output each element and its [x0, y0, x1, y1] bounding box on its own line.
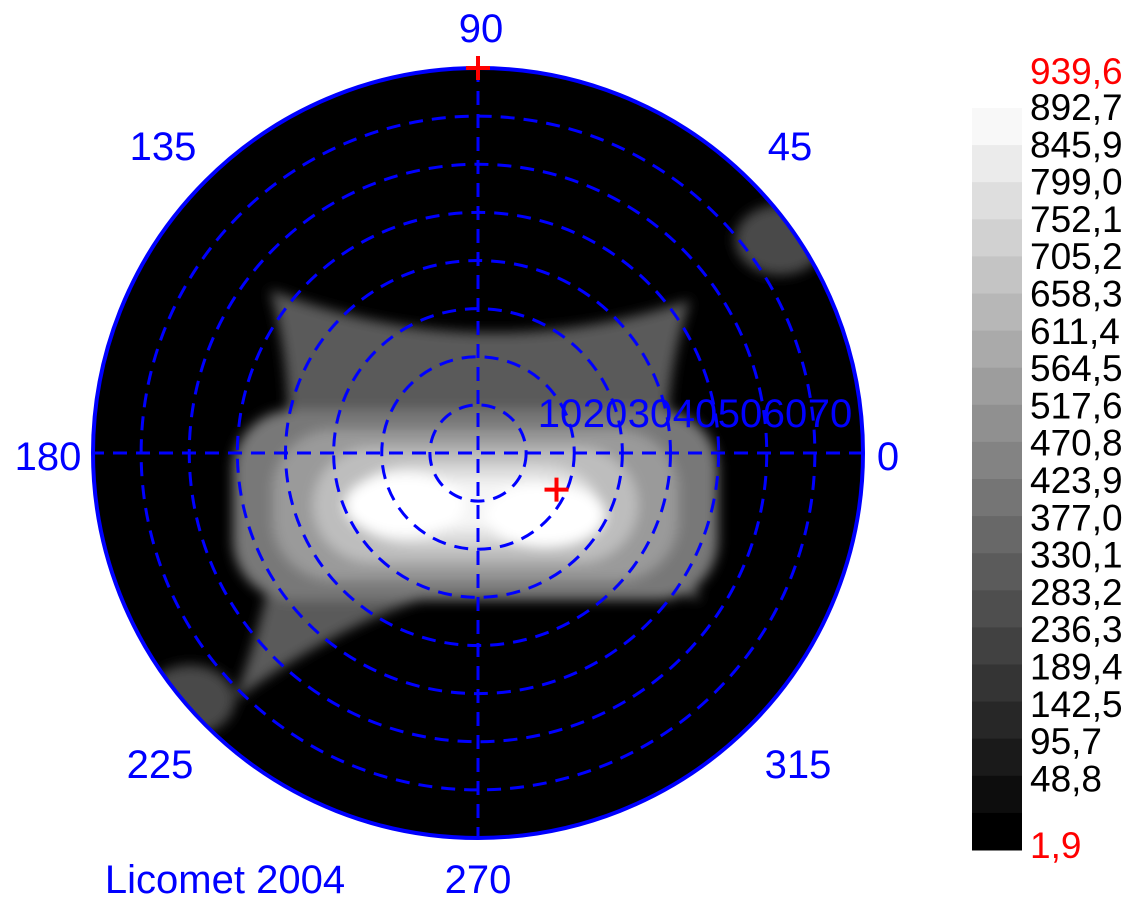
colorbar-swatch-17 — [972, 701, 1022, 740]
colorbar-label: 423,9 — [1030, 460, 1123, 501]
colorbar-swatch-20 — [972, 812, 1022, 851]
colorbar-swatch-16 — [972, 664, 1022, 703]
intensity-field — [145, 205, 825, 735]
colorbar-swatch-10 — [972, 441, 1022, 480]
colorbar — [972, 108, 1022, 851]
colorbar-swatch-12 — [972, 516, 1022, 554]
colorbar-swatch-3 — [972, 182, 1022, 220]
angle-label-315: 315 — [765, 743, 832, 787]
radial-label-40: 40 — [673, 392, 718, 436]
colorbar-label: 658,3 — [1030, 274, 1123, 315]
radial-label-50: 50 — [718, 392, 763, 436]
colorbar-swatch-6 — [972, 293, 1022, 332]
angle-label-270: 270 — [445, 858, 512, 902]
colorbar-swatch-4 — [972, 219, 1022, 257]
angle-label-0: 0 — [877, 435, 899, 479]
radial-label-30: 30 — [628, 392, 673, 436]
colorbar-label: 705,2 — [1030, 236, 1123, 277]
colorbar-label: 470,8 — [1030, 423, 1123, 464]
colorbar-swatch-11 — [972, 479, 1022, 517]
colorbar-label: 752,1 — [1030, 199, 1123, 240]
colorbar-swatch-7 — [972, 330, 1022, 369]
colorbar-max-label: 939,6 — [1030, 51, 1123, 92]
colorbar-min-label: 1,9 — [1030, 825, 1081, 866]
colorbar-swatch-13 — [972, 553, 1022, 591]
field-peak-1 — [345, 473, 465, 537]
field-corner-patch-2 — [145, 665, 235, 735]
colorbar-label: 142,5 — [1030, 684, 1123, 725]
colorbar-swatch-15 — [972, 627, 1022, 665]
colorbar-label: 95,7 — [1030, 721, 1102, 762]
angle-label-45: 45 — [768, 125, 813, 169]
colorbar-labels: 892,7845,9799,0752,1705,2658,3611,4564,5… — [1030, 87, 1123, 799]
colorbar-label: 48,8 — [1030, 758, 1102, 799]
angle-label-180: 180 — [15, 435, 82, 479]
angle-label-90: 90 — [459, 7, 504, 51]
colorbar-swatch-14 — [972, 590, 1022, 628]
angle-label-135: 135 — [130, 125, 197, 169]
colorbar-label: 189,4 — [1030, 647, 1123, 688]
marker-cross-1 — [466, 56, 490, 80]
colorbar-swatch-8 — [972, 367, 1022, 406]
colorbar-label: 892,7 — [1030, 87, 1123, 128]
colorbar-label: 283,2 — [1030, 572, 1123, 613]
colorbar-label: 799,0 — [1030, 162, 1123, 203]
radial-labels: 10 20 30 40 50 60 70 — [538, 392, 853, 436]
polar-grid — [93, 68, 863, 838]
colorbar-label: 611,4 — [1030, 311, 1120, 352]
colorbar-swatch-19 — [972, 775, 1022, 814]
radial-label-10: 10 — [538, 392, 583, 436]
colorbar-swatch-2 — [972, 145, 1022, 183]
radial-label-70: 70 — [808, 392, 853, 436]
radial-label-20: 20 — [583, 392, 628, 436]
colorbar-label: 330,1 — [1030, 535, 1123, 576]
colorbar-swatch-18 — [972, 738, 1022, 777]
colorbar-label: 845,9 — [1030, 124, 1123, 165]
colorbar-label: 377,0 — [1030, 497, 1123, 538]
credit-label: Licomet 2004 — [105, 858, 345, 902]
colorbar-swatch-5 — [972, 256, 1022, 294]
grid-ring-10 — [428, 403, 528, 503]
angle-label-225: 225 — [127, 743, 194, 787]
colorbar-swatch-1 — [972, 108, 1022, 146]
radial-label-60: 60 — [763, 392, 808, 436]
colorbar-label: 236,3 — [1030, 609, 1123, 650]
field-peak-2 — [485, 483, 605, 547]
markers — [466, 56, 569, 502]
colorbar-label: 564,5 — [1030, 348, 1123, 389]
colorbar-label: 517,6 — [1030, 385, 1123, 426]
colorbar-swatch-9 — [972, 404, 1022, 443]
marker-cross-2 — [544, 477, 569, 502]
